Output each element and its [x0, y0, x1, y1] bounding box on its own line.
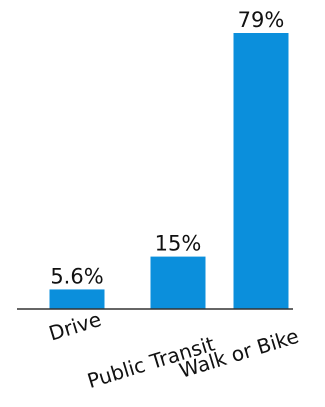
value-label-public-transit: 15%	[155, 232, 202, 256]
bars-group	[49, 33, 289, 309]
category-label-drive: Drive	[46, 307, 104, 346]
bar-walk-or-bike	[233, 33, 289, 309]
value-labels-group: 5.6% 15% 79%	[50, 8, 284, 288]
bar-drive	[49, 289, 105, 309]
value-label-walk-or-bike: 79%	[238, 8, 285, 32]
bar-public-transit	[150, 256, 206, 309]
category-label-walk-or-bike: Walk or Bike	[176, 324, 301, 383]
value-label-drive: 5.6%	[50, 264, 103, 288]
